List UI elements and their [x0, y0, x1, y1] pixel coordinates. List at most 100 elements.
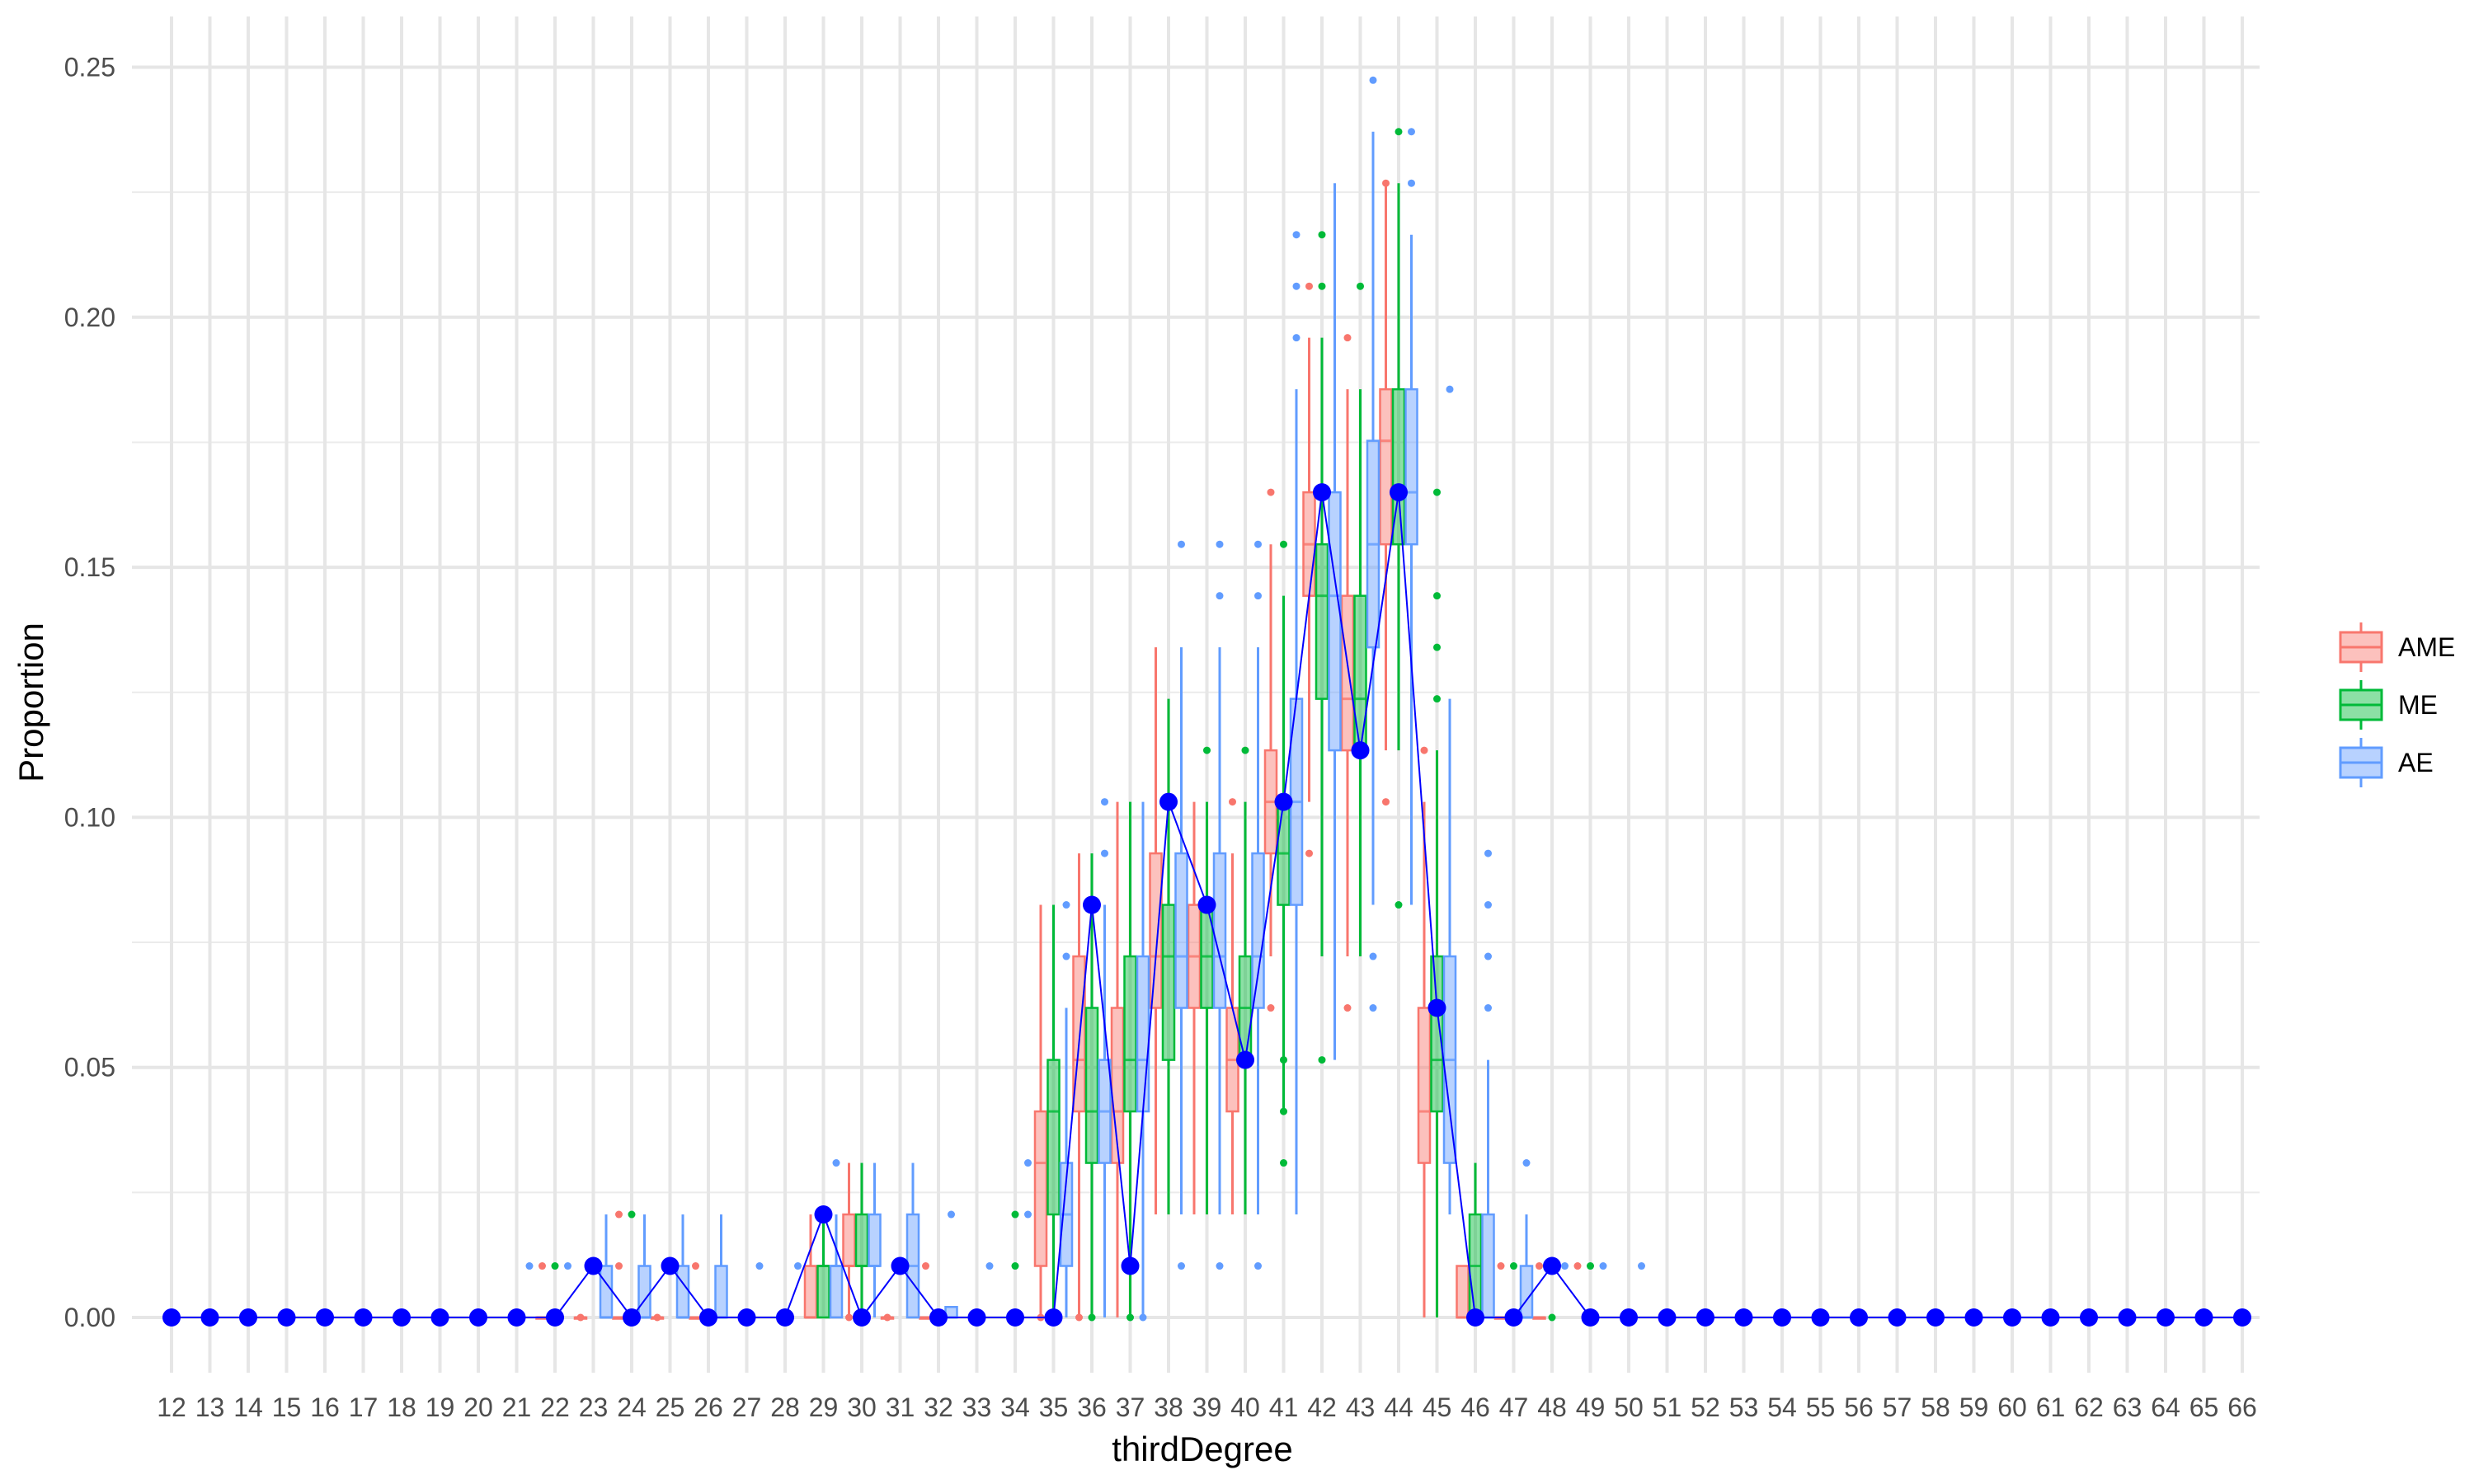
outlier-point — [948, 1210, 955, 1219]
reference-point — [891, 1256, 910, 1275]
x-tick-label: 16 — [310, 1392, 340, 1422]
outlier-point — [1203, 746, 1211, 754]
box-rect — [1149, 852, 1163, 1009]
outlier-point — [1369, 1004, 1377, 1012]
outlier-point — [1343, 1004, 1352, 1012]
outlier-point — [1536, 1262, 1543, 1270]
whiskers — [604, 131, 1528, 1317]
outlier-point — [1241, 746, 1249, 754]
x-tick-label: 54 — [1767, 1392, 1797, 1422]
outlier-point — [832, 1159, 840, 1167]
outlier-point — [1280, 1056, 1287, 1064]
outlier-point — [1561, 1262, 1569, 1270]
box-rect — [1417, 1007, 1432, 1164]
x-tick-label: 42 — [1307, 1392, 1337, 1422]
reference-point — [1351, 741, 1370, 760]
outlier-point — [1254, 540, 1262, 548]
outlier-point — [1395, 128, 1403, 136]
outlier-point — [1369, 952, 1377, 960]
grid-minor — [132, 191, 2260, 1194]
box-rect — [1315, 542, 1329, 700]
outlier-point — [1382, 179, 1390, 187]
reference-point — [1734, 1308, 1753, 1327]
reference-point — [1850, 1308, 1868, 1327]
y-tick-label: 0.15 — [64, 552, 115, 582]
outlier-point — [1587, 1262, 1594, 1270]
reference-point — [162, 1308, 181, 1327]
outlier-point — [1433, 488, 1441, 496]
outlier-point — [845, 1313, 853, 1322]
reference-point — [316, 1308, 334, 1327]
box-rect — [803, 1265, 818, 1319]
x-tick-label: 49 — [1576, 1392, 1606, 1422]
x-tick-label: 31 — [886, 1392, 915, 1422]
outlier-point — [1280, 540, 1287, 548]
outlier-point — [1318, 282, 1326, 290]
box-rect — [1340, 594, 1355, 752]
grid-major — [132, 16, 2260, 1373]
reference-point — [737, 1308, 756, 1327]
x-tick-label: 21 — [502, 1392, 532, 1422]
reference-point — [1773, 1308, 1791, 1327]
outlier-point — [1216, 592, 1224, 600]
reference-point — [2233, 1308, 2251, 1327]
x-tick-label: 12 — [157, 1392, 186, 1422]
outlier-point — [551, 1262, 559, 1270]
x-tick-label: 23 — [579, 1392, 609, 1422]
x-tick-label: 53 — [1729, 1392, 1759, 1422]
box-rect — [1047, 1059, 1061, 1216]
box-rect — [1174, 852, 1188, 1009]
x-tick-label: 37 — [1116, 1392, 1145, 1422]
outlier-point — [1101, 849, 1108, 857]
outlier-point — [1267, 488, 1275, 496]
outlier-point — [1484, 849, 1492, 857]
y-tick-label: 0.10 — [64, 802, 115, 832]
outlier-point — [1433, 592, 1441, 600]
outlier-point — [1024, 1210, 1032, 1219]
outlier-point — [1484, 952, 1492, 960]
reference-point — [1313, 483, 1331, 502]
x-tick-label: 57 — [1883, 1392, 1912, 1422]
x-tick-label: 27 — [732, 1392, 762, 1422]
outlier-point — [692, 1262, 699, 1270]
reference-point — [2118, 1308, 2137, 1327]
y-tick-label: 0.25 — [64, 53, 115, 82]
box-rect — [1519, 1265, 1534, 1319]
outlier-point — [1638, 1262, 1645, 1270]
x-tick-label: 64 — [2151, 1392, 2180, 1422]
reference-point — [354, 1308, 373, 1327]
reference-point — [1274, 792, 1293, 811]
x-tick-label: 25 — [656, 1392, 685, 1422]
x-tick-label: 46 — [1460, 1392, 1490, 1422]
reference-line — [162, 483, 2251, 1327]
x-tick-label: 45 — [1423, 1392, 1452, 1422]
reference-point — [1121, 1256, 1140, 1275]
reference-point — [546, 1308, 564, 1327]
x-tick-label: 26 — [694, 1392, 723, 1422]
reference-point — [507, 1308, 526, 1327]
reference-point — [1581, 1308, 1600, 1327]
outlier-point — [1357, 282, 1364, 290]
box-rect — [1379, 387, 1393, 546]
legend: AME ME AE — [2339, 622, 2455, 787]
reference-point — [1696, 1308, 1714, 1327]
x-tick-label: 40 — [1230, 1392, 1260, 1422]
y-tick-label: 0.00 — [64, 1303, 115, 1332]
reference-point — [2194, 1308, 2213, 1327]
x-tick-label: 28 — [770, 1392, 800, 1422]
outlier-point — [1280, 1159, 1287, 1167]
x-tick-label: 58 — [1921, 1392, 1950, 1422]
box-rect — [1136, 955, 1150, 1113]
x-tick-label: 50 — [1614, 1392, 1644, 1422]
outlier-point — [1573, 1262, 1582, 1270]
x-tick-label: 29 — [809, 1392, 839, 1422]
outlier-point — [1369, 76, 1377, 84]
x-tick-label: 32 — [924, 1392, 953, 1422]
reference-point — [1236, 1050, 1254, 1069]
outlier-point — [1484, 1004, 1492, 1012]
reference-point — [1427, 998, 1446, 1017]
reference-point — [1197, 895, 1216, 914]
reference-point — [1504, 1308, 1523, 1327]
outlier-point — [1408, 128, 1415, 136]
